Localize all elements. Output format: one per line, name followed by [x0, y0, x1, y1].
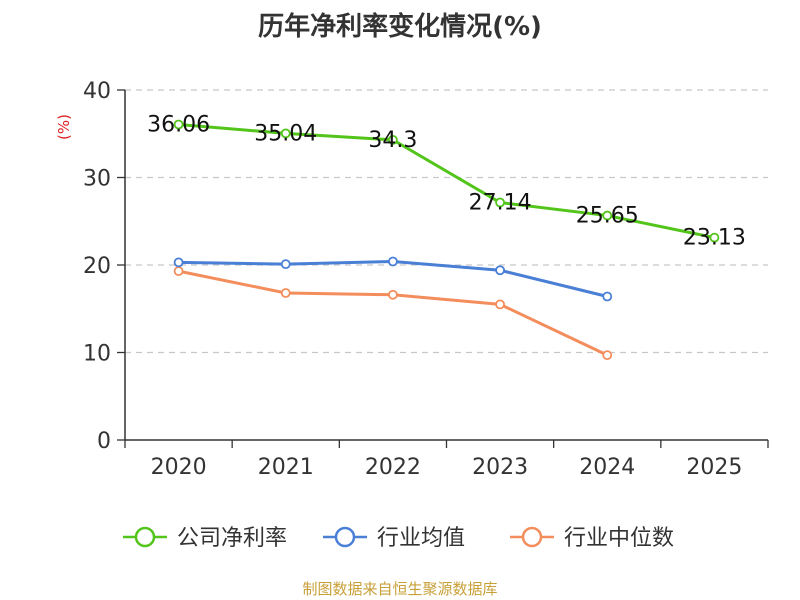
- x-tick-label: 2021: [258, 455, 314, 480]
- legend-label: 行业中位数: [564, 526, 674, 551]
- data-point: [602, 210, 613, 221]
- data-point: [602, 291, 613, 302]
- data-point: [173, 119, 184, 130]
- data-point: [709, 232, 720, 243]
- y-tick-label: 20: [83, 254, 111, 279]
- legend-marker: [134, 526, 156, 548]
- data-point: [388, 256, 398, 267]
- data-point: [388, 289, 398, 300]
- data-point: [280, 128, 291, 139]
- x-tick-label: 2020: [151, 455, 207, 480]
- data-label: 27.14: [469, 191, 532, 216]
- data-point: [495, 299, 505, 310]
- legend-item-公司净利率[interactable]: 公司净利率: [123, 526, 287, 551]
- y-tick-label: 10: [83, 342, 111, 367]
- series-line-行业中位数: [178, 269, 608, 357]
- x-tick-label: 2022: [365, 455, 421, 480]
- series-lines: [173, 119, 720, 361]
- legend-marker: [521, 526, 543, 548]
- x-tick-label: 2024: [579, 455, 635, 480]
- x-tick-label: 2025: [686, 455, 742, 480]
- data-label: 34.3: [368, 128, 417, 153]
- source-note: 制图数据来自恒生聚源数据库: [302, 580, 498, 598]
- legend-label: 公司净利率: [177, 526, 287, 551]
- legend-item-行业均值[interactable]: 行业均值: [323, 526, 465, 551]
- data-point: [495, 197, 505, 208]
- data-point: [602, 350, 613, 361]
- data-point: [388, 134, 398, 145]
- data-label: 23.13: [683, 226, 746, 251]
- axes: 0 10 20 30 40 (%) 2020 2021 2022 2023 2024 2025: [55, 79, 769, 480]
- y-axis-label: (%): [55, 114, 73, 140]
- y-tick-label: 0: [97, 429, 111, 454]
- legend[interactable]: 公司净利率 行业均值 行业中位数: [123, 526, 674, 551]
- y-tick-label: 30: [83, 167, 111, 192]
- chart-title: 历年净利率变化情况(%): [258, 12, 542, 42]
- legend-item-行业中位数[interactable]: 行业中位数: [510, 526, 674, 551]
- data-label: 36.06: [147, 112, 210, 137]
- data-label: 25.65: [576, 204, 639, 229]
- data-point: [173, 257, 184, 268]
- data-label: 35.04: [254, 121, 317, 146]
- data-point: [173, 266, 184, 277]
- data-labels: 36.06 35.04 34.3 27.14 25.65 23.13: [147, 112, 746, 250]
- data-point: [495, 265, 505, 276]
- legend-label: 行业均值: [377, 526, 465, 551]
- legend-marker: [334, 526, 356, 548]
- y-tick-label: 40: [83, 79, 111, 104]
- series-line-公司净利率: [178, 122, 715, 240]
- data-point: [280, 288, 291, 298]
- data-point: [280, 259, 291, 270]
- x-tick-label: 2023: [472, 455, 528, 480]
